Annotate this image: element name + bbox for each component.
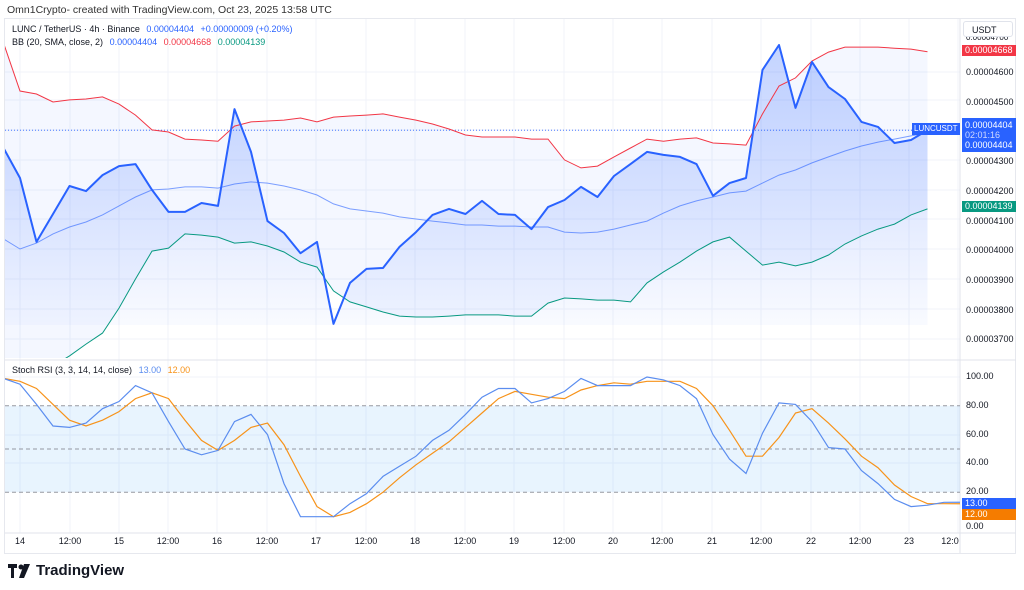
- rsi-title: Stoch RSI (3, 3, 14, 14, close): [12, 365, 133, 375]
- price-tick: 0.00004200: [966, 185, 1014, 196]
- rsi-k-value: 13.00: [138, 365, 162, 375]
- time-tick: 12:0: [941, 536, 959, 546]
- time-tick: 14: [14, 536, 26, 546]
- time-tick: 20: [607, 536, 619, 546]
- price-tick-partial: 0.00004700: [966, 37, 1009, 42]
- price-tick: 0.00004300: [966, 156, 1014, 167]
- bb-upper-tag: 0.00004668: [962, 45, 1016, 56]
- rsi-tick: 0.00: [966, 521, 984, 531]
- rsi-tick: 60.00: [966, 429, 989, 439]
- bb-lower-tag: 0.00004139: [962, 201, 1016, 212]
- price-tick: 0.00003800: [966, 304, 1014, 315]
- time-tick: 21: [706, 536, 718, 546]
- bb-lower-line: [65, 208, 928, 358]
- time-tick: 12:00: [255, 536, 279, 546]
- rsi-tick: 20.00: [966, 486, 989, 496]
- bb-lower-value: 0.00004139: [217, 37, 266, 47]
- bb-basis-tag: 0.00004404: [965, 140, 1013, 150]
- time-tick: 12:00: [453, 536, 477, 546]
- symbol-tag: LUNCUSDT: [912, 123, 960, 135]
- rsi-d-tag: 12.00: [962, 509, 1016, 520]
- rsi-k-tag: 13.00: [962, 498, 1016, 509]
- bb-basis-line: [5, 132, 928, 250]
- chart-frame: [4, 18, 1016, 554]
- rsi-d-value: 12.00: [167, 365, 191, 375]
- time-tick: 12:00: [749, 536, 773, 546]
- bb-legend[interactable]: BB (20, SMA, close, 2) 0.00004404 0.0000…: [12, 37, 269, 47]
- time-tick: 18: [409, 536, 421, 546]
- rsi-tick: 80.00: [966, 400, 989, 410]
- rsi-tick: 100.00: [966, 371, 994, 381]
- price-tick: 0.00003700: [966, 334, 1014, 345]
- price-tick: 0.00004600: [966, 67, 1014, 77]
- last-price-tag-value: 0.00004404: [965, 120, 1013, 130]
- bb-upper-value: 0.00004668: [163, 37, 212, 47]
- time-tick: 15: [113, 536, 125, 546]
- price-tick: 0.00004500: [966, 96, 1014, 107]
- rsi-k-line: [5, 376, 960, 518]
- bb-basis-value: 0.00004404: [109, 37, 158, 47]
- time-tick: 12:00: [58, 536, 82, 546]
- time-tick: 12:00: [848, 536, 872, 546]
- time-tick: 12:00: [650, 536, 674, 546]
- price-line: [5, 44, 929, 325]
- time-tick: 17: [310, 536, 322, 546]
- last-price: 0.00004404: [146, 24, 194, 34]
- rsi-legend[interactable]: Stoch RSI (3, 3, 14, 14, close) 13.00 12…: [12, 365, 194, 375]
- time-tick: 19: [508, 536, 520, 546]
- time-tick: 23: [903, 536, 915, 546]
- bb-upper-line: [5, 45, 928, 169]
- time-tick: 22: [805, 536, 817, 546]
- bb-title: BB (20, SMA, close, 2): [12, 37, 104, 47]
- currency-button[interactable]: USDT: [963, 21, 1013, 37]
- rsi-tick: 40.00: [966, 457, 989, 467]
- tradingview-logo[interactable]: TradingView: [8, 562, 124, 579]
- logo-text: TradingView: [36, 562, 125, 579]
- time-tick: 12:00: [552, 536, 576, 546]
- time-tick: 12:00: [354, 536, 378, 546]
- price-pane: [5, 44, 960, 358]
- last-price-tag: 0.00004404 02:01:16 0.00004404: [962, 118, 1016, 152]
- symbol-legend[interactable]: LUNC / TetherUS · 4h · Binance 0.0000440…: [12, 24, 297, 34]
- price-tick: 0.00003900: [966, 274, 1014, 285]
- bb-band-fill: [5, 47, 928, 358]
- price-tick: 0.00004100: [966, 215, 1014, 226]
- price-area-fill: [5, 45, 928, 325]
- time-tick: 12:00: [156, 536, 180, 546]
- symbol-title: LUNC / TetherUS · 4h · Binance: [12, 24, 140, 34]
- tradingview-logo-icon: [8, 563, 30, 578]
- rsi-d-line: [5, 378, 960, 518]
- time-tick: 16: [211, 536, 223, 546]
- bar-countdown: 02:01:16: [965, 130, 1001, 140]
- price-change: +0.00000009 (+0.20%): [200, 24, 293, 34]
- rsi-pane: [5, 376, 960, 518]
- price-tick: 0.00004000: [966, 245, 1014, 256]
- chart-caption: Omn1Crypto- created with TradingView.com…: [7, 4, 332, 16]
